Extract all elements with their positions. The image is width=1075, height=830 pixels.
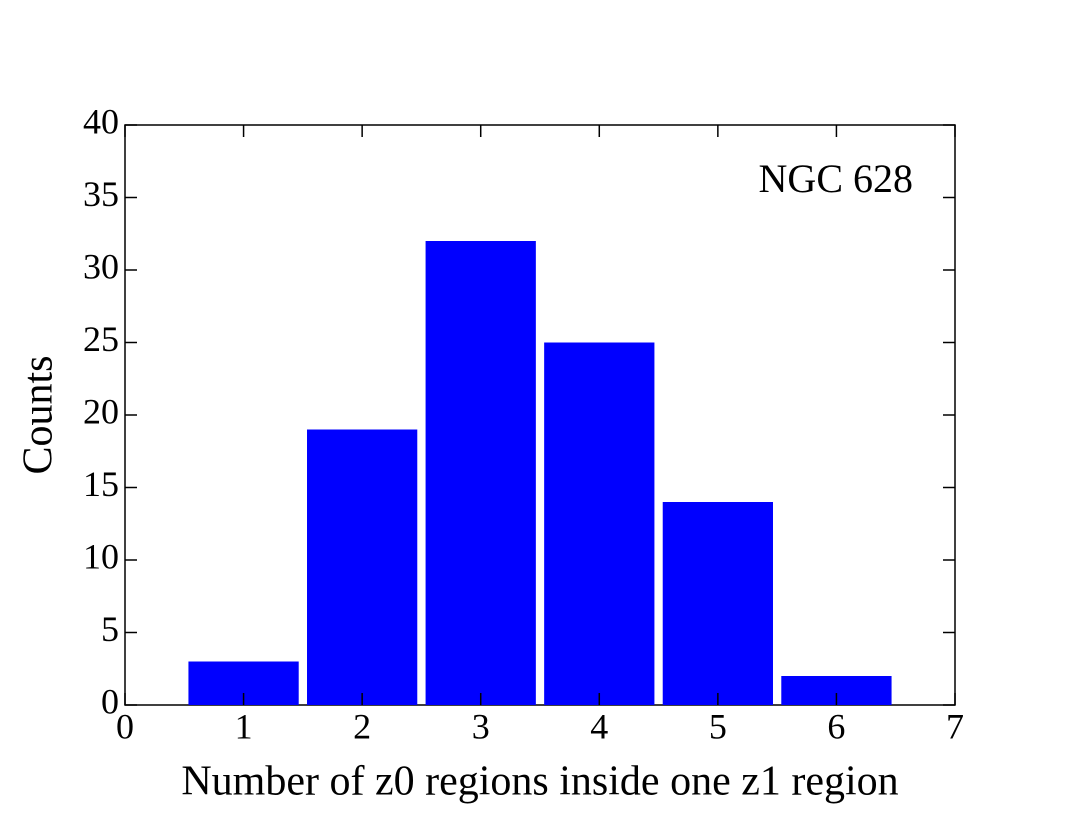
x-tick-label: 5 (709, 706, 727, 746)
x-tick-label: 3 (472, 706, 490, 746)
bar (307, 429, 418, 705)
x-tick-label: 6 (827, 706, 845, 746)
y-tick-label: 25 (83, 319, 119, 359)
x-tick-label: 0 (116, 706, 134, 746)
x-tick-label: 1 (235, 706, 253, 746)
x-tick-label: 2 (353, 706, 371, 746)
bar (544, 342, 655, 705)
y-tick-label: 40 (83, 101, 119, 141)
x-axis-label: Number of z0 regions inside one z1 regio… (181, 759, 898, 805)
y-tick-label: 20 (83, 391, 119, 431)
y-axis-label: Counts (16, 355, 62, 474)
y-tick-label: 35 (83, 174, 119, 214)
y-tick-label: 0 (101, 681, 119, 721)
bar (662, 502, 773, 705)
x-tick-label: 4 (590, 706, 608, 746)
y-tick-label: 15 (83, 464, 119, 504)
y-tick-label: 10 (83, 536, 119, 576)
annotation: NGC 628 (759, 156, 913, 201)
y-tick-label: 5 (101, 609, 119, 649)
bar (425, 241, 536, 705)
x-tick-label: 7 (946, 706, 964, 746)
y-tick-label: 30 (83, 246, 119, 286)
plot-frame (124, 124, 956, 706)
